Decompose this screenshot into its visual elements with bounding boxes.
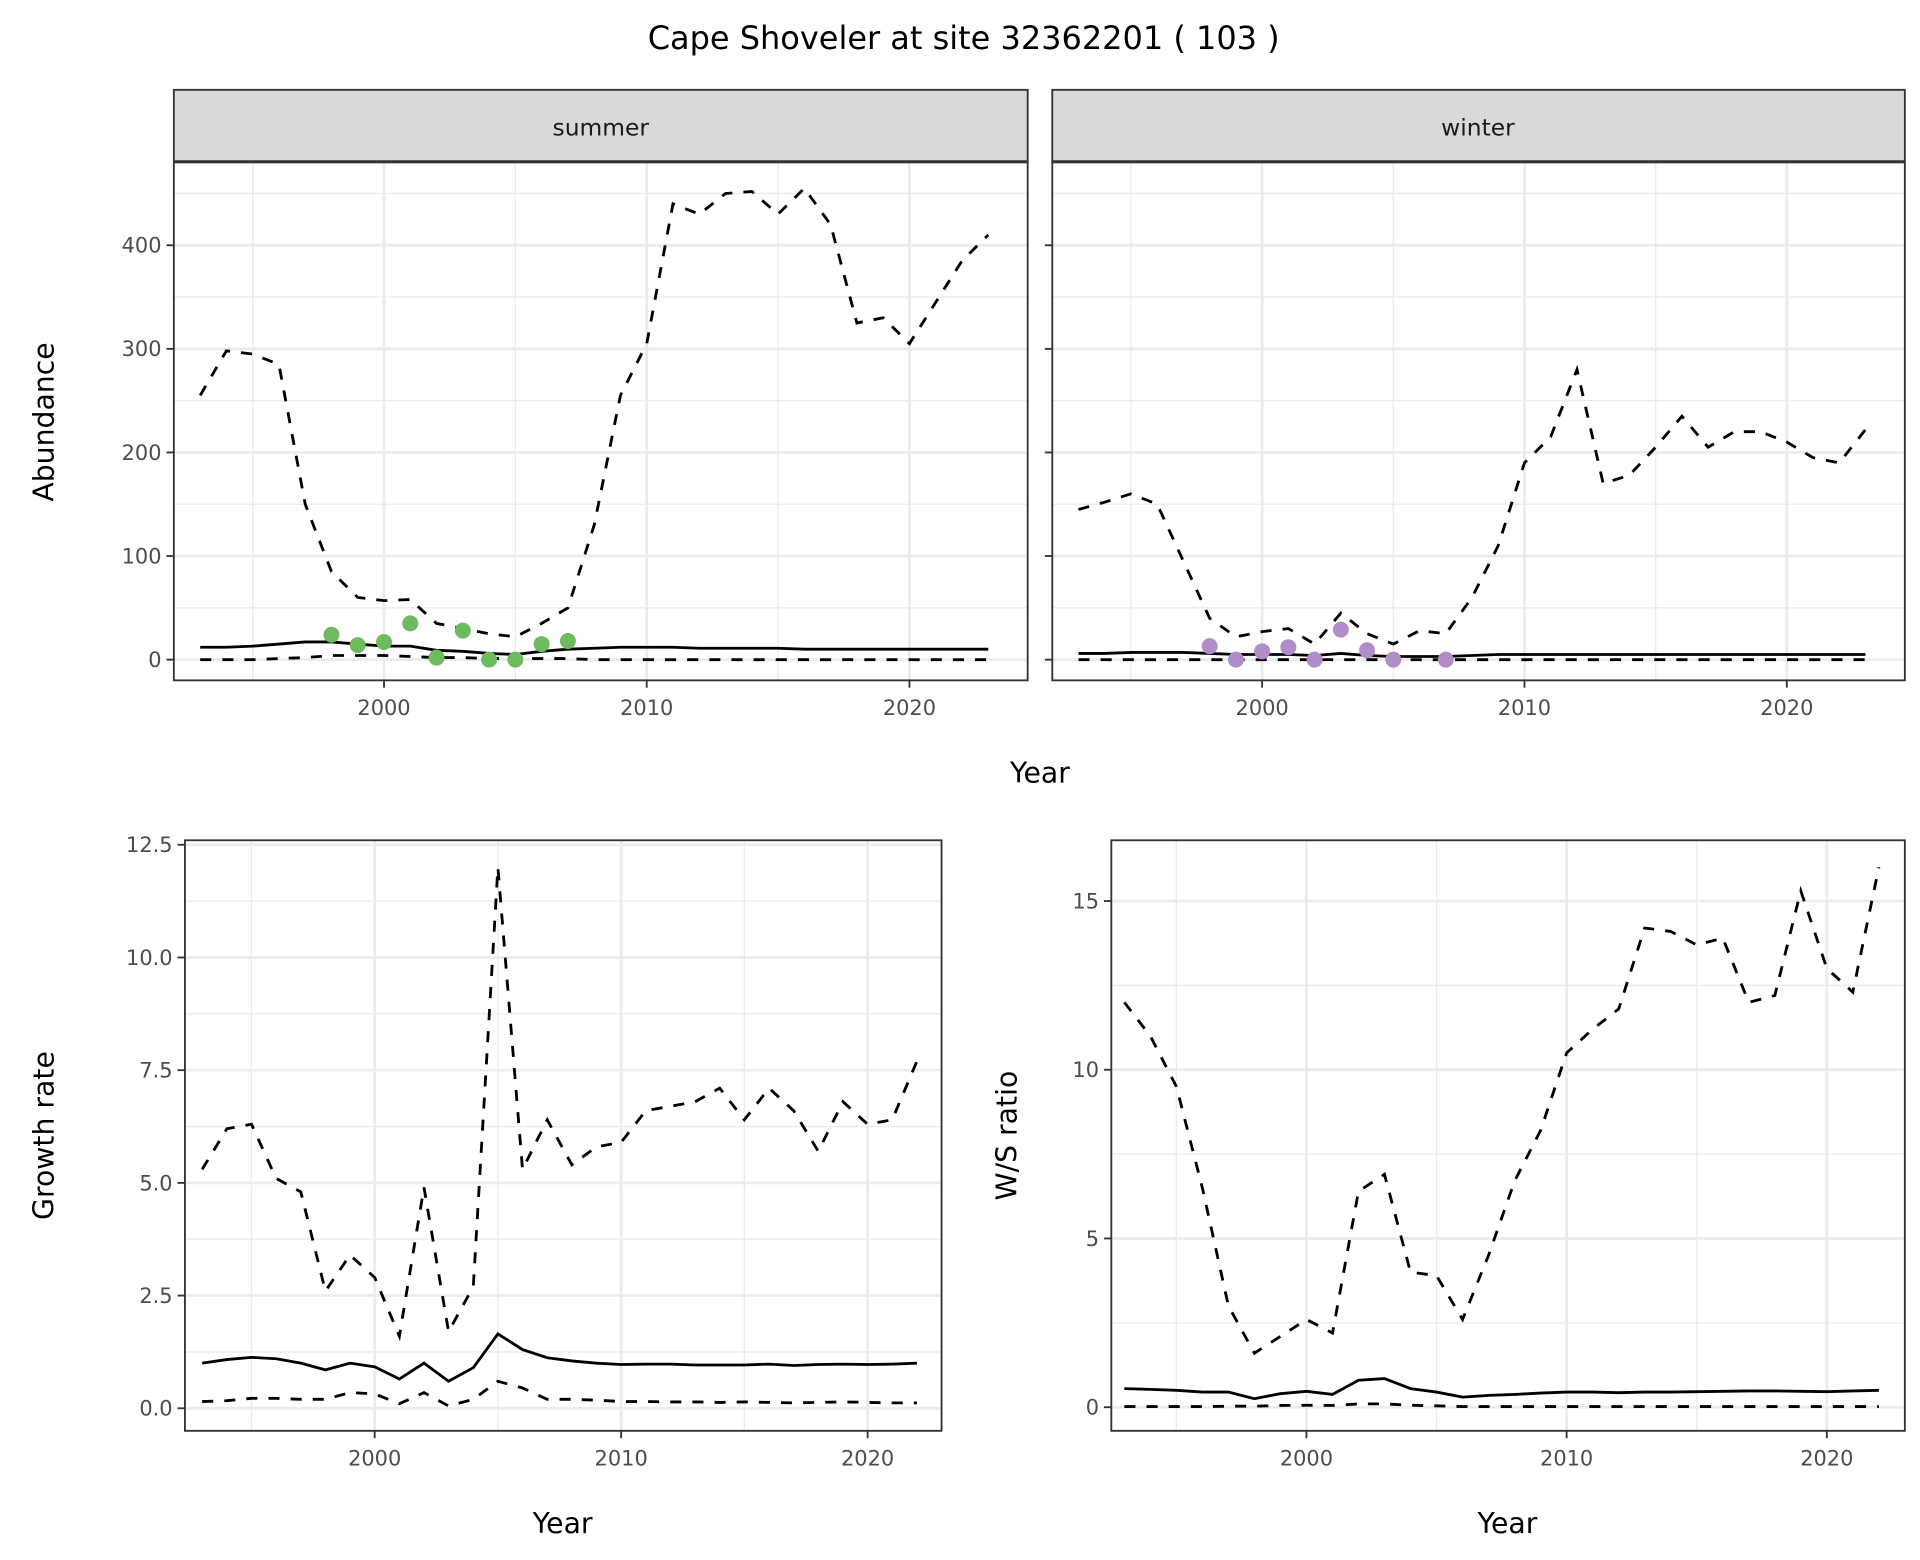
x-tick-label: 2020 [1800, 1446, 1853, 1470]
y-tick-label: 400 [122, 234, 162, 258]
x-tick-label: 2010 [595, 1446, 648, 1470]
series-lower-line [1124, 1402, 1879, 1408]
series-lower-line [202, 1379, 917, 1408]
observed-count-point [1359, 642, 1376, 659]
panel-border [1051, 161, 1906, 682]
observed-count-point [402, 615, 419, 632]
observed-count-point [507, 651, 524, 668]
x-tick-label: 2000 [1236, 696, 1289, 720]
x-tick-label: 2020 [1760, 696, 1813, 720]
plot-background [1052, 162, 1905, 681]
x-tick-label: 2020 [883, 696, 936, 720]
x-tick-label: 2010 [620, 696, 673, 720]
observed-count-point [481, 651, 498, 668]
x-tick-label: 2020 [841, 1446, 894, 1470]
y-tick-label: 2.5 [139, 1284, 172, 1308]
y-tick-label: 15 [1072, 889, 1099, 913]
ratio-x-label: Year [1477, 1507, 1538, 1540]
observed-count-point [1306, 651, 1323, 668]
series-upper-line [200, 867, 919, 1342]
series-mean-line [201, 1331, 917, 1383]
panel-border [172, 161, 1029, 682]
x-tick-label: 2000 [1280, 1446, 1333, 1470]
abundance-y-label: Abundance [27, 342, 60, 501]
y-tick-label: 12.5 [126, 833, 173, 857]
growth-y-label: Growth rate [27, 1051, 60, 1220]
panel-summer: 2000 2010 2020 0 100 200 300 400 [122, 161, 1029, 720]
observed-count-point [428, 649, 445, 666]
observed-count-point [1437, 651, 1454, 668]
y-tick-label: 0.0 [139, 1397, 172, 1421]
y-tick-label: 5 [1086, 1227, 1099, 1251]
x-tick-label: 2000 [357, 696, 410, 720]
plot-background [184, 840, 942, 1431]
panel-border [183, 839, 943, 1432]
y-tick-label: 300 [122, 337, 162, 361]
observed-count-point [1254, 643, 1271, 660]
panel-border [1110, 839, 1906, 1432]
panel-winter: 2000 2010 2020 [1044, 161, 1906, 720]
y-tick-label: 10.0 [126, 946, 173, 970]
observed-count-point [559, 632, 576, 649]
observed-count-point [349, 637, 366, 654]
plot-background [173, 162, 1028, 681]
series-upper-line [198, 186, 990, 639]
y-tick-label: 7.5 [139, 1059, 172, 1083]
observed-count-point [1201, 638, 1218, 655]
y-tick-label: 200 [122, 441, 162, 465]
series-upper-line [1078, 364, 1867, 646]
observed-count-point [1332, 621, 1349, 638]
observed-count-point [454, 622, 471, 639]
strip-summer-label: summer [553, 113, 650, 141]
series-mean-line [1124, 1377, 1879, 1401]
observed-count-point [1227, 651, 1244, 668]
observed-count-point [376, 634, 393, 651]
y-tick-label: 0 [148, 648, 161, 672]
observed-count-point [533, 636, 550, 653]
strip-summer-bg [172, 88, 1029, 163]
strip-winter-label: winter [1441, 113, 1515, 141]
panel-ratio: 2000 2010 2020 0 5 10 15 [1072, 839, 1906, 1470]
x-tick-label: 2010 [1498, 696, 1551, 720]
y-tick-label: 10 [1072, 1058, 1099, 1082]
panel-growth: 2000 2010 2020 0.0 2.5 5.0 7.5 10.0 12.5 [126, 833, 943, 1470]
chart-title: Cape Shoveler at site 32362201 ( 103 ) [648, 19, 1280, 57]
series-upper-line [1123, 866, 1881, 1356]
top-x-label: Year [1009, 756, 1070, 789]
x-tick-label: 2010 [1540, 1446, 1593, 1470]
growth-x-label: Year [532, 1507, 593, 1540]
strip-winter-bg [1051, 88, 1906, 163]
x-tick-label: 2000 [348, 1446, 401, 1470]
observed-count-point [1280, 639, 1297, 656]
ratio-y-label: W/S ratio [991, 1071, 1024, 1201]
observed-count-point [1385, 651, 1402, 668]
y-tick-label: 100 [122, 544, 162, 568]
y-tick-label: 0 [1086, 1396, 1099, 1420]
observed-count-point [323, 626, 340, 643]
y-tick-label: 5.0 [139, 1171, 172, 1195]
plot-background [1111, 840, 1905, 1431]
